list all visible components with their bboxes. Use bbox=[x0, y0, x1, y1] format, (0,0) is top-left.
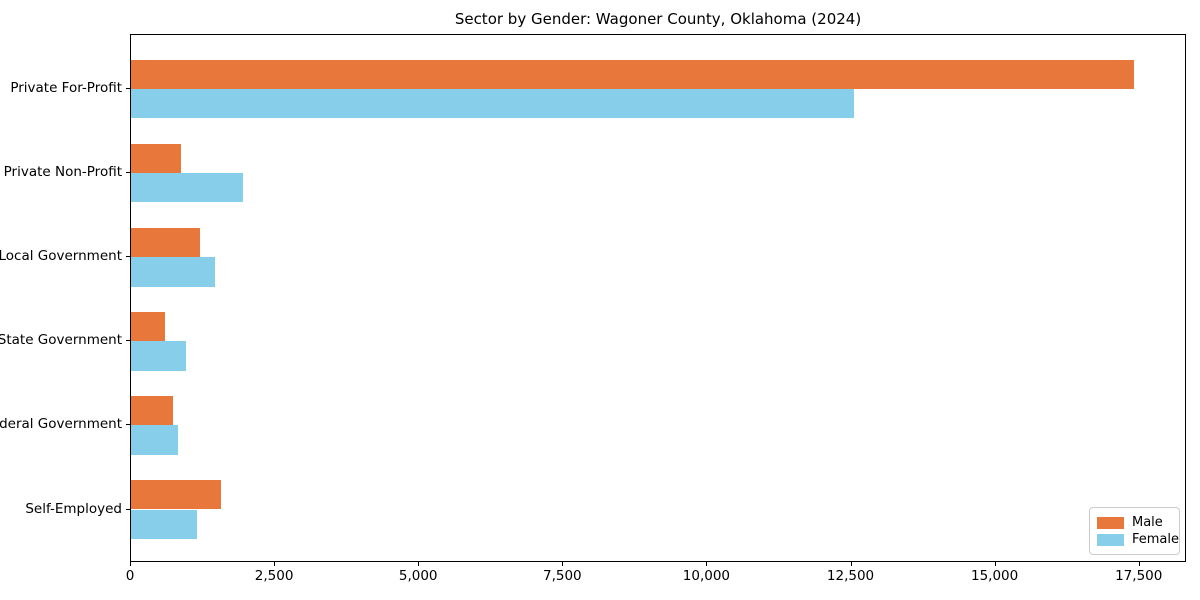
x-tick-mark bbox=[418, 562, 420, 566]
chart-title: Sector by Gender: Wagoner County, Oklaho… bbox=[454, 10, 862, 28]
x-tick-mark bbox=[706, 562, 708, 566]
x-tick-mark bbox=[1138, 562, 1140, 566]
x-tick-label: 2,500 bbox=[254, 568, 294, 584]
bar-female-self-employed bbox=[131, 509, 197, 539]
y-tick-mark bbox=[126, 508, 130, 510]
y-tick-label: Private Non-Profit bbox=[3, 164, 122, 181]
y-tick-mark bbox=[126, 424, 130, 426]
x-tick-label: 12,500 bbox=[826, 568, 875, 584]
x-tick-label: 17,500 bbox=[1115, 568, 1163, 584]
bar-female-local-government bbox=[131, 257, 215, 287]
y-tick-mark bbox=[126, 256, 130, 258]
bar-male-self-employed bbox=[131, 480, 221, 510]
y-tick-label: Private For-Profit bbox=[10, 80, 122, 96]
bar-female-state-government bbox=[131, 341, 186, 371]
bar-male-federal-government bbox=[131, 396, 173, 426]
y-tick-label: Local Government bbox=[0, 248, 122, 265]
x-tick-label: 15,000 bbox=[971, 568, 1019, 584]
y-tick-mark bbox=[126, 340, 130, 342]
legend-label-male: Male bbox=[1132, 515, 1163, 530]
x-tick-label: 5,000 bbox=[398, 568, 438, 584]
y-tick-label: Self-Employed bbox=[25, 500, 122, 517]
bar-male-private-non-profit bbox=[131, 143, 182, 174]
y-tick-mark bbox=[126, 88, 130, 89]
legend-label-female: Female bbox=[1132, 532, 1180, 547]
x-tick-mark bbox=[994, 562, 996, 566]
legend: Male Female bbox=[1089, 507, 1180, 555]
x-tick-label: 0 bbox=[125, 568, 135, 584]
legend-item-female: Female bbox=[1097, 531, 1179, 548]
x-tick-mark bbox=[850, 562, 852, 566]
x-tick-label: 7,500 bbox=[542, 568, 582, 584]
legend-item-male: Male bbox=[1097, 514, 1171, 531]
bar-female-private-for-profit bbox=[131, 89, 855, 119]
x-tick-mark bbox=[562, 562, 564, 566]
y-tick-label: State Government bbox=[0, 332, 122, 349]
y-tick-mark bbox=[126, 172, 130, 174]
bar-female-private-non-profit bbox=[131, 173, 243, 203]
plot-area bbox=[130, 34, 1186, 562]
x-tick-mark bbox=[274, 562, 276, 566]
bar-male-state-government bbox=[131, 311, 165, 342]
bar-male-private-for-profit bbox=[131, 59, 1135, 89]
male-series-swatch-icon bbox=[1097, 516, 1124, 529]
x-tick-label: 10,000 bbox=[682, 568, 731, 584]
bar-male-local-government bbox=[131, 227, 201, 258]
bar-female-federal-government bbox=[131, 425, 178, 455]
female-series-swatch-icon bbox=[1097, 533, 1124, 546]
y-tick-label: Federal Government bbox=[0, 416, 122, 433]
x-tick-mark bbox=[130, 562, 131, 566]
